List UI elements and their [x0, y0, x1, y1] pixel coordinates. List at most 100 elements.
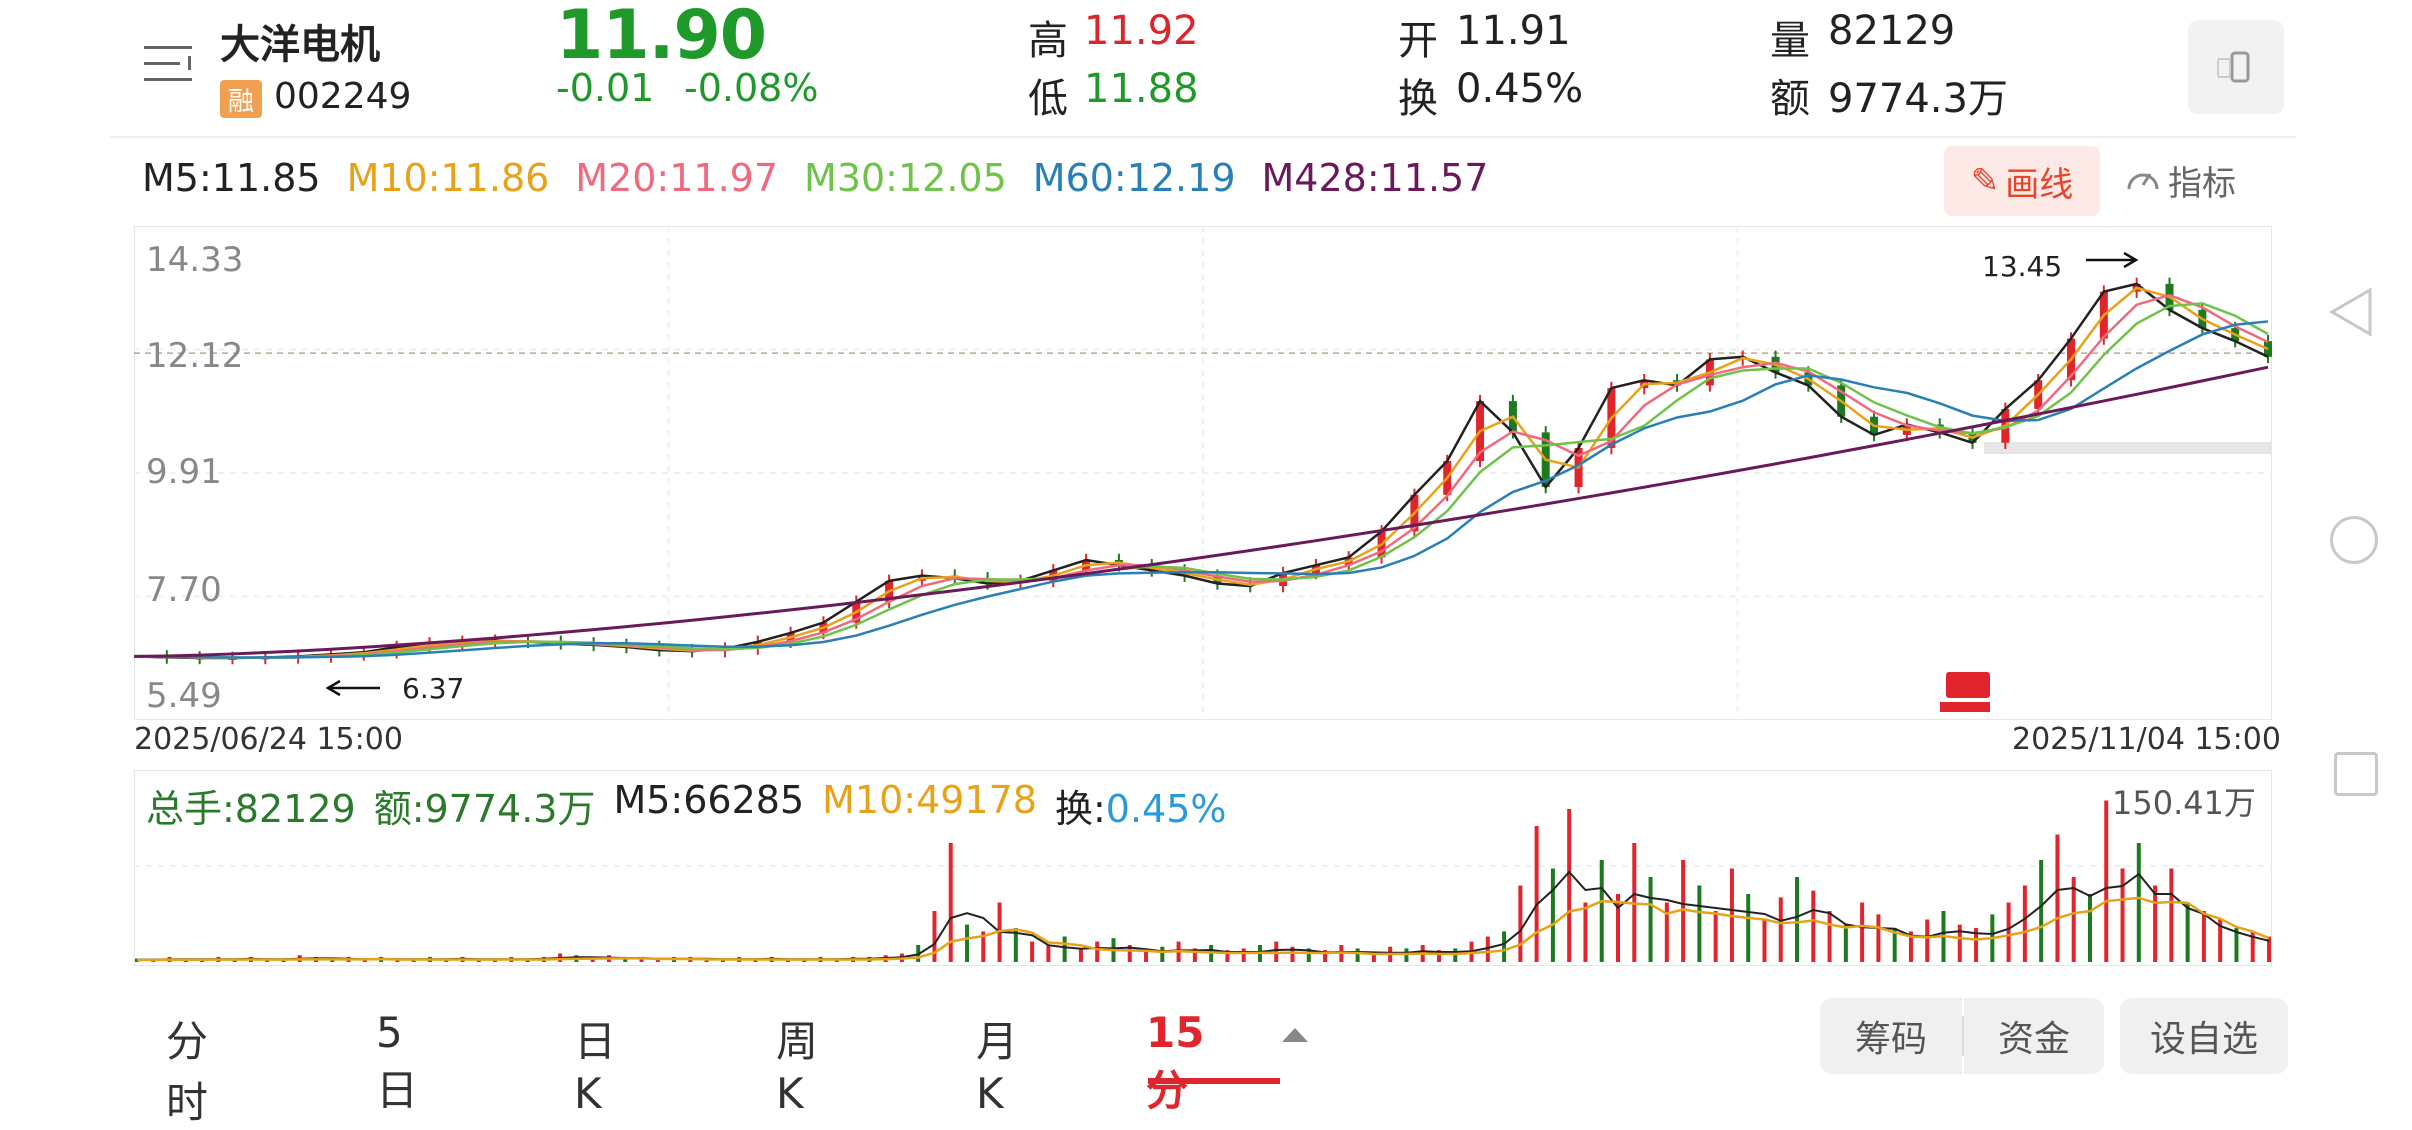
volume-bar-90: [1599, 860, 1604, 962]
volume-turnover-prefix: 换:: [1054, 787, 1106, 831]
ma-legend-item-5: M428:11.57: [1261, 156, 1489, 200]
volume-chart[interactable]: [134, 770, 2272, 966]
tab-4[interactable]: 月K: [976, 1017, 1019, 1118]
volume-bar-63: [1160, 946, 1165, 962]
amount-label: 额: [1770, 76, 1810, 122]
signal-marker-top: [1946, 672, 1990, 698]
landscape-toggle-button[interactable]: [2188, 20, 2284, 114]
turnover-label: 换: [1398, 76, 1438, 122]
rotate-phone-icon: [2217, 51, 2250, 83]
volume-bar-85: [1518, 885, 1523, 962]
volume-bar-95: [1681, 860, 1686, 962]
kline-chart[interactable]: [134, 226, 2272, 720]
volume-bar-62: [1144, 948, 1149, 962]
volume-bar-58: [1078, 948, 1083, 962]
candle-body-65: [2264, 341, 2272, 357]
volume-label: 量: [1770, 18, 1810, 64]
current-price: 11.90: [556, 0, 767, 75]
volume-bar-50: [948, 843, 953, 962]
volume-bar-99: [1746, 894, 1751, 962]
volume-bar-104: [1827, 911, 1832, 962]
volume-bar-68: [1241, 948, 1246, 962]
min-price-annotation: 6.37: [402, 672, 465, 705]
period-dropdown-icon[interactable]: [1282, 1028, 1308, 1042]
stock-name: 大洋电机: [220, 22, 380, 68]
menu-icon[interactable]: [144, 42, 196, 86]
min-arrow-head: [325, 679, 341, 697]
tab-1[interactable]: 5日: [376, 1008, 419, 1115]
volume-bar-100: [1762, 919, 1767, 962]
volume-bar-88: [1567, 809, 1572, 962]
volume-bar-103: [1811, 890, 1816, 962]
gauge-icon: [2127, 173, 2159, 190]
active-tab-underline: [1148, 1078, 1280, 1084]
ma-legend-item-4: M60:12.19: [1032, 156, 1236, 200]
volume-bar-83: [1485, 936, 1490, 962]
ma-legend: M5:11.85 M10:11.86 M20:11.97 M30:12.05 M60:1…: [142, 156, 1488, 200]
price-change-pct: -0.08%: [684, 66, 819, 110]
volume-bar-117: [2039, 860, 2044, 962]
low-label: 低: [1028, 76, 1068, 122]
add-watchlist-button[interactable]: 设自选: [2120, 998, 2288, 1074]
funds-button[interactable]: 资金: [1964, 998, 2104, 1074]
volume-bar-65: [1192, 948, 1197, 962]
volume-bar-80: [1436, 950, 1441, 962]
volume-bar-119: [2071, 877, 2076, 962]
high-value: 11.92: [1084, 8, 1199, 54]
ma-legend-item-1: M10:11.86: [346, 156, 550, 200]
volume-bar-118: [2055, 834, 2060, 962]
ma30-line: [134, 302, 2269, 659]
tab-0[interactable]: 分时: [166, 1017, 209, 1127]
volume-bar-130: [2250, 931, 2255, 962]
indicator-label: 指标: [2168, 163, 2236, 204]
header-divider: [110, 136, 2296, 138]
volume-bar-32: [655, 958, 660, 962]
volume-bar-120: [2087, 894, 2092, 962]
volume-bar-71: [1290, 946, 1295, 962]
y-axis-label-5: 5.49: [146, 676, 222, 716]
volume-bar-51: [965, 924, 970, 962]
ma-legend-item-0: M5:11.85: [142, 156, 321, 200]
max-arrow-head: [2123, 251, 2139, 269]
volume-bar-91: [1616, 894, 1621, 962]
volume-bar-105: [1843, 924, 1848, 962]
volume-bar-116: [2022, 885, 2027, 962]
volume-bar-112: [1957, 924, 1962, 962]
nav-back-icon[interactable]: [2328, 286, 2374, 342]
amount-value: 9774.3万: [1828, 76, 2008, 122]
volume-bar-128: [2218, 919, 2223, 962]
open-value: 11.91: [1456, 8, 1571, 54]
y-axis-label-4: 7.70: [146, 570, 222, 610]
indicator-button[interactable]: 指标: [2124, 150, 2236, 210]
tab-3[interactable]: 周K: [776, 1017, 819, 1118]
ma428-line: [134, 365, 2269, 658]
volume-amount: 额:9774.3万: [373, 787, 596, 831]
volume-bar-55: [1030, 941, 1035, 962]
open-label: 开: [1398, 18, 1438, 64]
nav-home-icon[interactable]: [2330, 516, 2378, 564]
volume-bar-59: [1095, 941, 1100, 962]
margin-badge: 融: [220, 80, 262, 118]
ma5-line: [134, 282, 2269, 660]
volume-bar-89: [1583, 902, 1588, 962]
volume-bar-56: [1046, 945, 1051, 962]
volume-bar-49: [932, 911, 937, 962]
volume-value: 82129: [1828, 8, 1956, 54]
ma60-line: [134, 320, 2269, 659]
volume-bar-109: [1908, 931, 1913, 962]
volume-bar-126: [2185, 902, 2190, 962]
tab-2[interactable]: 日K: [574, 1017, 617, 1118]
volume-bar-127: [2201, 911, 2206, 962]
tab-5[interactable]: 15分: [1146, 1008, 1205, 1115]
volume-bar-131: [2267, 936, 2271, 962]
nav-recents-icon[interactable]: [2334, 752, 2378, 796]
volume-bar-54: [1013, 928, 1018, 962]
volume-bar-67: [1225, 950, 1230, 962]
low-value: 11.88: [1084, 66, 1199, 112]
volume-max-label: 150.41万: [2112, 784, 2256, 822]
chips-button[interactable]: 筹码: [1820, 998, 1962, 1074]
draw-line-button[interactable]: ✎ 画线: [1944, 146, 2100, 216]
volume-bar-129: [2234, 928, 2239, 962]
support-band: [1984, 442, 2272, 454]
volume-bar-84: [1502, 931, 1507, 962]
